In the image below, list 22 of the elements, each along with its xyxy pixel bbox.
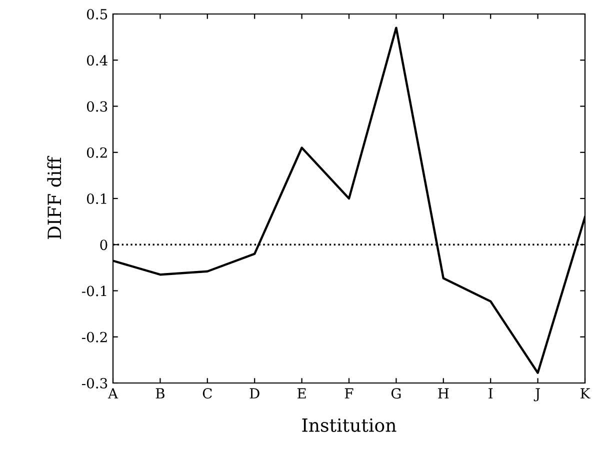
- x-tick-label: K: [580, 388, 590, 398]
- y-tick-label: 0.5: [86, 8, 108, 20]
- y-tick-label: -0.2: [82, 332, 107, 342]
- y-tick-label: 0: [100, 240, 108, 250]
- x-tick-label: F: [344, 388, 354, 398]
- y-tick-label: 0.2: [86, 147, 107, 158]
- x-tick-label: E: [297, 388, 306, 398]
- x-tick-label: H: [438, 388, 449, 398]
- x-axis-title: Institution: [302, 418, 396, 432]
- x-tick-label: I: [488, 388, 493, 398]
- x-tick-label: C: [202, 388, 212, 399]
- x-tick-label: D: [250, 388, 260, 398]
- y-axis-title: DIFF diff: [47, 156, 62, 240]
- x-tick-label: J: [534, 388, 540, 402]
- x-tick-label: A: [108, 388, 118, 398]
- y-tick-label: 0.4: [86, 55, 108, 66]
- y-tick-label: -0.1: [82, 286, 106, 296]
- y-tick-label: 0.1: [86, 193, 106, 204]
- y-tick-label: -0.3: [82, 378, 108, 388]
- y-tick-label: 0.3: [86, 101, 108, 112]
- x-tick-label: B: [156, 388, 164, 398]
- x-tick-label: G: [391, 388, 401, 399]
